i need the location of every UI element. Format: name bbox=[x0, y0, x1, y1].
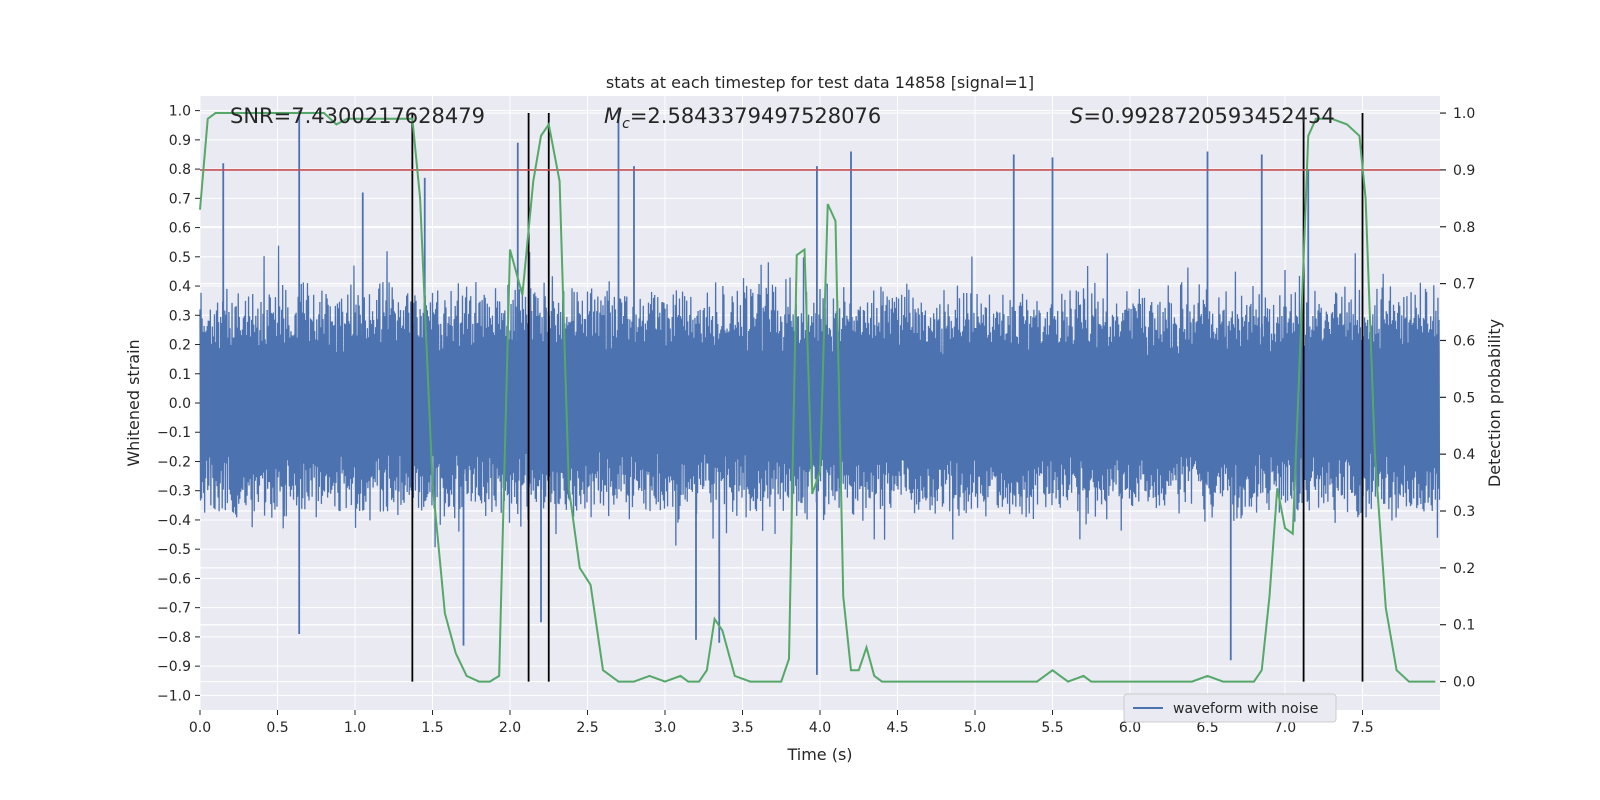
x-tick-label: 0.5 bbox=[266, 720, 288, 736]
y2-axis-label: Detection probability bbox=[1485, 319, 1504, 487]
s-symbol: S bbox=[1070, 104, 1083, 128]
chirp-mass-subscript: c bbox=[622, 116, 630, 132]
x-tick-label: 5.5 bbox=[1041, 720, 1063, 736]
probability-series bbox=[199, 112, 1436, 683]
y-tick-label: −1.0 bbox=[157, 688, 191, 704]
chirp-mass-symbol: M bbox=[604, 104, 622, 128]
snr-annotation: SNR=7.4300217628479 bbox=[230, 104, 485, 128]
x-tick-label: 1.0 bbox=[344, 720, 366, 736]
legend-label: waveform with noise bbox=[1173, 701, 1318, 717]
y-tick-label: −0.2 bbox=[157, 454, 191, 470]
y-tick-label: −0.4 bbox=[157, 513, 191, 529]
y-tick-label: 0.4 bbox=[169, 279, 191, 295]
y2-tick-label: 1.0 bbox=[1453, 106, 1475, 122]
x-tick-label: 7.0 bbox=[1274, 720, 1296, 736]
y-tick-label: −0.7 bbox=[157, 601, 191, 617]
chirp-mass-value: =2.5843379497528076 bbox=[630, 104, 881, 128]
y-tick-label: −0.6 bbox=[157, 571, 191, 587]
x-tick-label: 7.5 bbox=[1351, 720, 1373, 736]
x-tick-label: 2.0 bbox=[499, 720, 521, 736]
chart-title: stats at each timestep for test data 148… bbox=[606, 73, 1034, 92]
x-tick-label: 3.5 bbox=[731, 720, 753, 736]
y2-tick-label: 0.7 bbox=[1453, 277, 1475, 293]
y2-tick-label: 0.3 bbox=[1453, 504, 1475, 520]
y-tick-label: 1.0 bbox=[169, 104, 191, 120]
y-tick-label: −0.9 bbox=[157, 659, 191, 675]
y-tick-label: 0.7 bbox=[169, 191, 191, 207]
s-annotation: S=0.9928720593452454 bbox=[1070, 104, 1335, 128]
y-tick-label: 0.2 bbox=[169, 338, 191, 354]
x-tick-label: 4.0 bbox=[809, 720, 831, 736]
y2-tick-label: 0.8 bbox=[1453, 220, 1475, 236]
y-tick-label: −0.1 bbox=[157, 425, 191, 441]
event-markers bbox=[411, 113, 1364, 682]
x-tick-label: 1.5 bbox=[421, 720, 443, 736]
y2-tick-label: 0.0 bbox=[1453, 675, 1475, 691]
s-value: =0.9928720593452454 bbox=[1083, 104, 1334, 128]
y-tick-label: 0.9 bbox=[169, 133, 191, 149]
y-tick-label: −0.8 bbox=[157, 630, 191, 646]
y2-tick-label: 0.2 bbox=[1453, 561, 1475, 577]
y-tick-label: 0.1 bbox=[169, 367, 191, 383]
y-tick-label: 0.5 bbox=[169, 250, 191, 266]
x-axis-ticks: 0.0 0.5 1.0 1.5 2.0 2.5 3.0 3.5 4.0 4.5 5.0 5.5 6.0 6… bbox=[189, 710, 1374, 736]
y2-tick-label: 0.6 bbox=[1453, 333, 1475, 349]
legend-box bbox=[1123, 693, 1337, 723]
y2-tick-label: 0.1 bbox=[1453, 618, 1475, 634]
y-axis-ticks: −1.0 −0.9 −0.8 −0.7 −0.6 −0.5 −0.4 −0.3 −0.2 −0.1… bbox=[157, 104, 200, 704]
y-tick-label: −0.5 bbox=[157, 542, 191, 558]
chirp-mass-annotation: Mc=2.5843379497528076 bbox=[604, 104, 881, 132]
x-tick-label: 5.0 bbox=[964, 720, 986, 736]
y-tick-label: −0.3 bbox=[157, 484, 191, 500]
legend: waveform with noise bbox=[1123, 693, 1337, 723]
waveform-series bbox=[199, 110, 1441, 675]
x-tick-label: 2.5 bbox=[576, 720, 598, 736]
x-tick-label: 6.5 bbox=[1196, 720, 1218, 736]
x-tick-label: 3.0 bbox=[654, 720, 676, 736]
x-axis-label: Time (s) bbox=[786, 745, 852, 764]
y-tick-label: 0.3 bbox=[169, 308, 191, 324]
y-tick-label: 0.6 bbox=[169, 221, 191, 237]
y2-tick-label: 0.5 bbox=[1453, 390, 1475, 406]
x-tick-label: 6.0 bbox=[1119, 720, 1141, 736]
x-tick-label: 0.0 bbox=[189, 720, 211, 736]
y2-axis-ticks: 0.0 0.1 0.2 0.3 0.4 0.5 0.6 0.7 0.8 0.9 1.0 bbox=[1440, 106, 1475, 691]
y2-tick-label: 0.9 bbox=[1453, 163, 1475, 179]
y-tick-label: 0.8 bbox=[169, 162, 191, 178]
waveform-line bbox=[199, 245, 1441, 548]
y-axis-label: Whitened strain bbox=[124, 339, 143, 466]
probability-line bbox=[199, 112, 1436, 683]
y2-tick-label: 0.4 bbox=[1453, 447, 1475, 463]
x-tick-label: 4.5 bbox=[886, 720, 908, 736]
y-tick-label: 0.0 bbox=[169, 396, 191, 412]
